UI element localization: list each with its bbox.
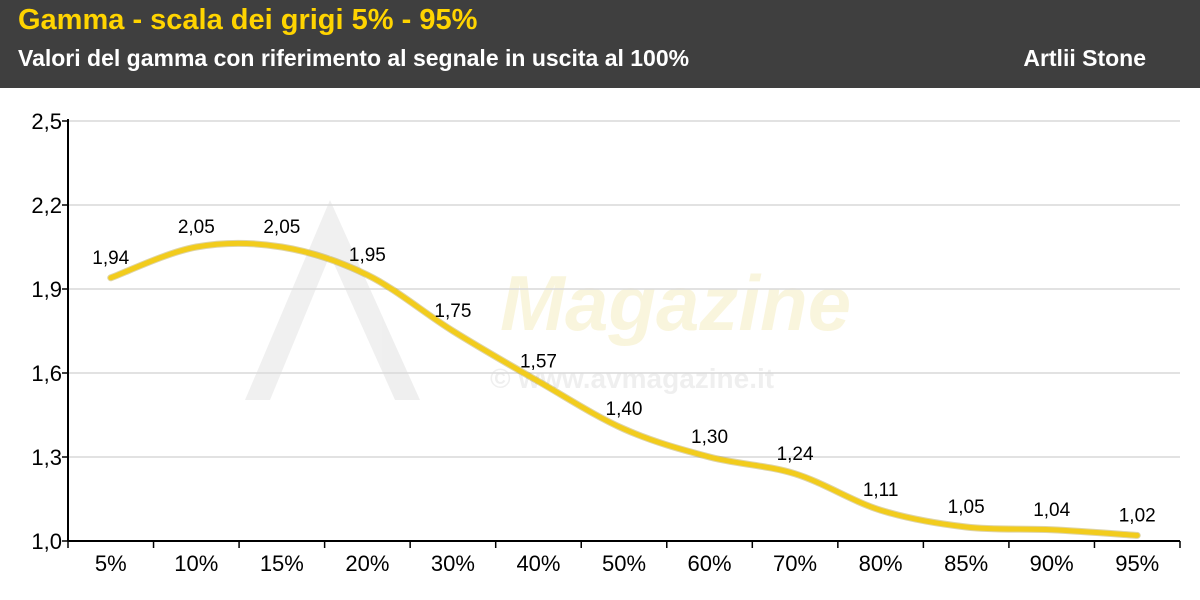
- y-tick-label: 2,2: [31, 193, 62, 218]
- x-tick-label: 5%: [95, 551, 127, 576]
- y-tick-label: 1,0: [31, 529, 62, 554]
- x-tick-label: 20%: [345, 551, 389, 576]
- data-label: 1,40: [606, 399, 643, 420]
- y-tick-label: 1,9: [31, 277, 62, 302]
- x-tick-label: 40%: [516, 551, 560, 576]
- x-tick-label: 90%: [1030, 551, 1074, 576]
- data-label: 1,02: [1119, 505, 1156, 526]
- data-point: [536, 379, 541, 384]
- x-tick-label: 15%: [260, 551, 304, 576]
- data-label: 1,04: [1033, 500, 1070, 521]
- chart-title: Gamma - scala dei grigi 5% - 95%: [18, 4, 478, 36]
- x-tick-label: 85%: [944, 551, 988, 576]
- data-point: [707, 455, 712, 459]
- data-point: [793, 471, 798, 476]
- data-point: [279, 245, 284, 249]
- data-point: [964, 525, 969, 529]
- y-tick-label: 1,3: [31, 445, 62, 470]
- data-label: 1,24: [777, 444, 814, 465]
- x-tick-label: 95%: [1115, 551, 1159, 576]
- data-label: 1,30: [691, 427, 728, 448]
- data-point: [194, 245, 199, 249]
- data-point: [365, 273, 370, 277]
- data-label: 1,75: [434, 301, 471, 322]
- data-label: 1,94: [92, 248, 129, 269]
- data-point: [108, 275, 113, 280]
- data-point: [1135, 533, 1140, 538]
- data-point: [622, 427, 626, 431]
- x-tick-label: 10%: [174, 551, 218, 576]
- data-label: 2,05: [263, 217, 300, 238]
- data-label: 1,11: [863, 480, 899, 501]
- data-label: 1,05: [948, 497, 985, 518]
- x-tick-label: 80%: [859, 551, 903, 576]
- data-point: [450, 329, 455, 333]
- y-tick-label: 1,6: [31, 361, 62, 386]
- x-tick-label: 50%: [602, 551, 646, 576]
- x-tick-label: 30%: [431, 551, 475, 576]
- chart-header: Gamma - scala dei grigi 5% - 95% Valori …: [0, 0, 1200, 88]
- chart-subtitle: Valori del gamma con riferimento al segn…: [18, 45, 690, 71]
- data-point: [878, 508, 883, 513]
- x-tick-label: 60%: [688, 551, 732, 576]
- x-tick-label: 70%: [773, 551, 817, 576]
- data-point: [1049, 527, 1054, 532]
- data-label: 1,95: [349, 245, 386, 266]
- chart-author: Artlii Stone: [1023, 45, 1146, 71]
- y-tick-label: 2,5: [31, 109, 62, 134]
- watermark-brand: Magazine: [500, 259, 851, 347]
- watermark-logo: Magazine © www.avmagazine.it: [245, 200, 851, 400]
- data-label: 2,05: [178, 217, 215, 238]
- data-label: 1,57: [520, 351, 557, 372]
